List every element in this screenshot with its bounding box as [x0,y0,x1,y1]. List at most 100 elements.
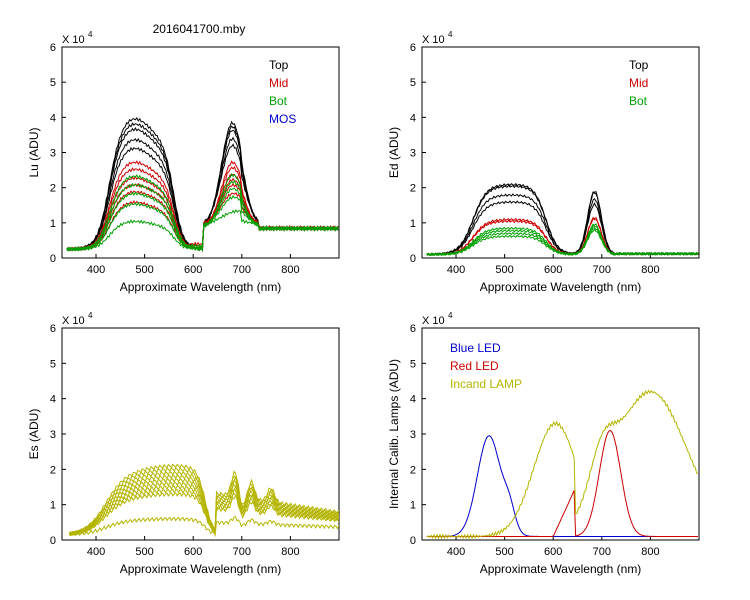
x-axis-label: Approximate Wavelength (nm) [120,562,282,576]
series-line-es [68,467,339,536]
y-tick-label: 4 [410,394,416,406]
y-tick-label: 1 [410,500,416,512]
y-tick-label: 5 [50,358,56,370]
x-tick-label: 700 [233,264,251,276]
series-line-es [68,478,339,536]
y-tick-label: 5 [410,77,416,89]
y-tick-label: 6 [50,323,56,335]
series-group [426,182,699,257]
y-tick-label: 4 [50,394,56,406]
x-tick-label: 700 [593,264,611,276]
axis-multiplier: X 10 [62,34,85,46]
x-tick-label: 600 [184,264,202,276]
y-tick-label: 1 [50,500,56,512]
series-line-blue-led [426,435,698,537]
x-tick-label: 800 [641,264,659,276]
series-group [426,389,699,540]
x-tick-label: 800 [281,264,299,276]
axis-multiplier: X 10 [422,315,445,327]
series-line-top [426,193,699,257]
y-tick-label: 3 [50,148,56,160]
legend-entry: Blue LED [450,341,501,355]
y-tick-label: 0 [50,253,56,265]
series-line-top [66,126,339,252]
y-tick-label: 0 [410,253,416,265]
axis-multiplier-exponent: 4 [448,311,453,320]
x-tick-label: 600 [544,546,562,558]
y-tick-label: 2 [50,464,56,476]
x-tick-label: 600 [184,546,202,558]
series-line-top [66,122,339,252]
y-tick-label: 1 [410,218,416,230]
y-tick-label: 2 [410,183,416,195]
legend-entry: Mid [629,76,648,90]
series-line-bot [66,194,339,252]
y-tick-label: 3 [410,148,416,160]
series-line-incand-lamp [426,389,699,540]
axis-multiplier-exponent: 4 [88,311,93,320]
y-tick-label: 3 [50,429,56,441]
x-axis-label: Approximate Wavelength (nm) [480,280,642,294]
series-line-es [68,492,339,536]
x-tick-label: 600 [544,264,562,276]
x-tick-label: 400 [447,264,465,276]
series-line-bot [426,228,699,257]
y-tick-label: 0 [50,535,56,547]
legend-entry: MOS [269,112,296,126]
y-axis-label: Ed (ADU) [387,127,401,178]
legend-entry: Top [629,58,649,72]
y-tick-label: 2 [410,464,416,476]
series-line-red-led [426,430,698,537]
y-tick-label: 6 [50,42,56,54]
legend-entry: Mid [269,76,288,90]
y-axis-label: Lu (ADU) [27,127,41,177]
axis-multiplier: X 10 [422,34,445,46]
x-tick-label: 400 [87,546,105,558]
y-axis-label: Es (ADU) [27,409,41,460]
legend-entry: Bot [269,94,288,108]
y-tick-label: 3 [410,429,416,441]
axis-multiplier: X 10 [62,315,85,327]
axis-multiplier-exponent: 4 [88,30,93,39]
x-tick-label: 700 [233,546,251,558]
x-axis-label: Approximate Wavelength (nm) [120,280,282,294]
y-tick-label: 0 [410,535,416,547]
y-tick-label: 4 [410,112,416,124]
y-tick-label: 2 [50,183,56,195]
y-tick-label: 5 [50,77,56,89]
x-tick-label: 400 [447,546,465,558]
y-tick-label: 5 [410,358,416,370]
legend-entry: Incand LAMP [450,377,522,391]
x-tick-label: 400 [87,264,105,276]
legend-entry: Top [269,58,289,72]
plot-frame [421,46,700,259]
series-line-bot [66,209,339,252]
y-tick-label: 6 [410,42,416,54]
x-axis-label: Approximate Wavelength (nm) [480,562,642,576]
legend-entry: Bot [629,94,648,108]
legend-entry: Red LED [450,359,499,373]
y-tick-label: 1 [50,218,56,230]
x-tick-label: 500 [495,546,513,558]
x-tick-label: 500 [495,264,513,276]
series-group [66,116,339,253]
x-tick-label: 700 [593,546,611,558]
series-line-es [68,488,339,536]
figure-title: 2016041700.mby [153,22,246,36]
x-tick-label: 800 [641,546,659,558]
y-tick-label: 6 [410,323,416,335]
x-tick-label: 500 [135,264,153,276]
axis-multiplier-exponent: 4 [448,30,453,39]
y-axis-label: Internal Calib. Lamps (ADU) [387,359,401,509]
x-tick-label: 500 [135,546,153,558]
x-tick-label: 800 [281,546,299,558]
y-tick-label: 4 [50,112,56,124]
series-line-es [68,516,339,538]
series-group [68,463,339,538]
